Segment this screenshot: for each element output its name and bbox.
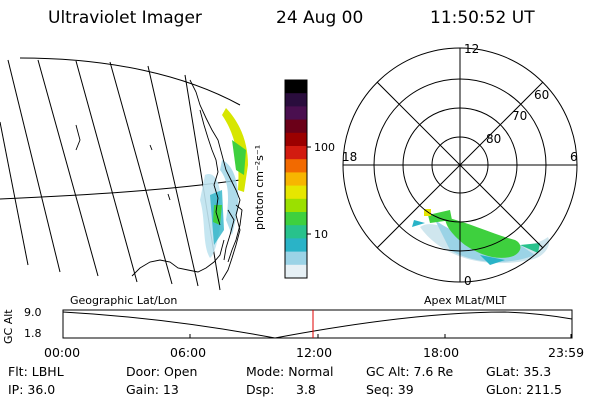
colorbar-tick-10: 10 [314, 228, 328, 241]
mlt-label-18: 18 [342, 150, 357, 164]
instrument-title: Ultraviolet Imager [48, 8, 202, 28]
apex-panel-label: Apex MLat/MLT [424, 294, 507, 307]
dsp-value: 3.8 [296, 382, 316, 397]
colorbar-band [285, 80, 307, 94]
altitude-curve [62, 311, 573, 339]
colorbar-band [285, 185, 307, 200]
xtick-2359: 23:59 [548, 345, 585, 360]
glat-value: GLat: 35.3 [486, 364, 552, 379]
polar-plot: 12 18 6 0 60 70 80 [342, 42, 578, 288]
ip-value: IP: 36.0 [8, 382, 56, 397]
dsp-label: Dsp: [246, 382, 275, 397]
colorbar-band [285, 93, 307, 107]
lat-label-70: 70 [512, 109, 527, 123]
gain-value: Gain: 13 [126, 382, 179, 397]
mlt-label-0: 0 [464, 274, 472, 288]
mlt-label-6: 6 [570, 150, 578, 164]
geographic-image [0, 57, 248, 291]
gc-alt-value: GC Alt: 7.6 Re [366, 364, 454, 379]
colorbar-band [285, 225, 307, 239]
colorbar-band [285, 198, 307, 213]
colorbar-band [285, 264, 307, 279]
seq-value: Seq: 39 [366, 382, 414, 397]
colorbar-tick-100: 100 [314, 141, 335, 154]
door-value: Door: Open [126, 364, 198, 379]
date-label: 24 Aug 00 [276, 8, 364, 28]
xtick-0000: 00:00 [44, 345, 81, 360]
mlt-label-12: 12 [464, 42, 479, 56]
colorbar-band [285, 146, 307, 160]
colorbar-unit: photon cm⁻²s⁻¹ [253, 144, 266, 230]
xtick-1200: 12:00 [296, 345, 333, 360]
lat-label-60: 60 [534, 88, 549, 102]
mode-value: Mode: Normal [246, 364, 334, 379]
altitude-trace-plot [62, 309, 573, 339]
colorbar-band [285, 212, 307, 226]
colorbar-band [285, 251, 307, 266]
colorbar-band [285, 238, 307, 253]
glon-value: GLon: 211.5 [486, 382, 562, 397]
filter-value: Flt: LBHL [8, 364, 64, 379]
lat-label-80: 80 [486, 132, 501, 146]
coastline [75, 79, 243, 281]
gc-alt-ytick-1-8: 1.8 [24, 327, 42, 340]
geographic-panel-label: Geographic Lat/Lon [70, 294, 178, 307]
time-label: 11:50:52 UT [430, 8, 535, 28]
gc-alt-ylabel: GC Alt [2, 309, 15, 344]
colorbar-band [285, 119, 307, 134]
gc-alt-ytick-9: 9.0 [24, 306, 42, 319]
xtick-0600: 06:00 [170, 345, 207, 360]
colorbar-band [285, 106, 307, 121]
colorbar-frame [284, 79, 308, 279]
colorbar-band [285, 159, 307, 173]
colorbar-band [285, 132, 307, 147]
xtick-1800: 18:00 [423, 345, 460, 360]
aurora-emission [200, 108, 248, 258]
colorbar-band [285, 172, 307, 187]
colorbar [284, 79, 311, 279]
